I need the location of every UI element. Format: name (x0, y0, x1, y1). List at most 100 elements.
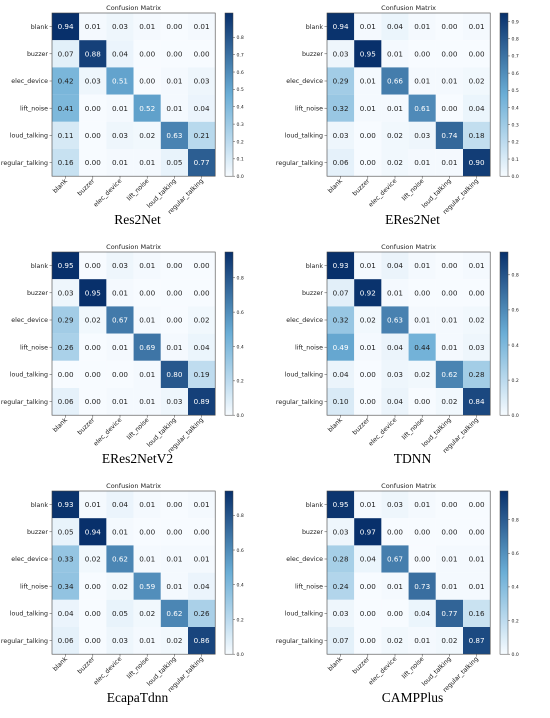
heatmap-cell (381, 121, 409, 149)
heatmap-cell (133, 360, 161, 388)
colorbar-tick-label: 0.6 (237, 548, 244, 554)
cell-value-label: 0.11 (58, 131, 74, 140)
heatmap-cell (133, 252, 161, 280)
cell-value-label: 0.88 (85, 49, 101, 58)
heatmap-cell (188, 94, 216, 122)
cell-value-label: 0.01 (166, 582, 182, 591)
heatmap-cell (106, 13, 134, 41)
cell-value-label: 0.01 (194, 500, 210, 509)
heatmap-cell (79, 491, 107, 519)
cell-value-label: 0.63 (166, 131, 182, 140)
cell-value-label: 0.01 (469, 582, 485, 591)
heatmap-cell (52, 388, 80, 416)
heatmap-cell (408, 306, 436, 334)
confusion-matrix-panel: Confusion Matrix 0.95 0.00 0.03 0.01 0.00 0.00… (0, 239, 275, 478)
cell-value-label: 0.44 (414, 343, 430, 352)
heatmap-cell (133, 545, 161, 573)
heatmap-cell (133, 40, 161, 68)
y-tick-label: regular_talking (276, 160, 323, 167)
cell-value-label: 0.94 (85, 527, 101, 536)
heatmap-cell (408, 360, 436, 388)
y-tick-label: lift_noise (295, 583, 323, 590)
heatmap-cell (463, 545, 491, 573)
cell-value-label: 0.00 (360, 636, 376, 645)
heatmap-cell (408, 252, 436, 280)
cell-value-label: 0.04 (469, 104, 485, 113)
cell-value-label: 0.01 (112, 104, 128, 113)
cell-value-label: 0.00 (85, 343, 101, 352)
cell-value-label: 0.02 (85, 555, 101, 564)
heatmap-cell (435, 572, 463, 600)
cell-value-label: 0.01 (194, 555, 210, 564)
heatmap-cell (160, 627, 188, 655)
cell-value-label: 0.01 (441, 316, 457, 325)
heatmap-cell (463, 333, 491, 361)
heatmap-cell (133, 121, 161, 149)
model-caption: ERes2Net (385, 212, 440, 227)
heatmap-cell (354, 518, 382, 546)
heatmap-cell (381, 545, 409, 573)
colorbar-tick-label: 0.0 (512, 174, 519, 180)
x-tick-label: elec_device (92, 417, 123, 448)
heatmap-cell (52, 94, 80, 122)
colorbar-tick-label: 0.7 (512, 54, 519, 60)
heatmap-svg: Confusion Matrix 0.94 0.01 0.03 0.01 0.00 0.01… (1, 4, 244, 216)
cell-value-label: 0.63 (387, 316, 403, 325)
heatmap-cell (327, 545, 355, 573)
cell-value-label: 0.00 (387, 527, 403, 536)
cell-value-label: 0.00 (194, 49, 210, 58)
heatmap-cell (463, 599, 491, 627)
cell-value-label: 0.00 (469, 500, 485, 509)
colorbar-tick-label: 0.8 (237, 276, 244, 282)
heatmap-cell (381, 627, 409, 655)
cell-value-label: 0.03 (112, 636, 128, 645)
heatmap-cell (327, 121, 355, 149)
heatmap-cell (354, 13, 382, 41)
heatmap-cell (354, 40, 382, 68)
cell-value-label: 0.02 (469, 77, 485, 86)
cell-value-label: 0.03 (112, 261, 128, 270)
heatmap-cell (160, 360, 188, 388)
heatmap-cell (408, 94, 436, 122)
heatmap-cell (408, 518, 436, 546)
cell-value-label: 0.01 (360, 104, 376, 113)
heatmap-cell (327, 67, 355, 95)
cell-value-label: 0.01 (414, 316, 430, 325)
y-tick-label: elec_device (11, 556, 48, 563)
cell-value-label: 0.95 (333, 500, 349, 509)
y-tick-label: regular_talking (1, 160, 48, 167)
heatmap-cell (52, 149, 80, 177)
cell-value-label: 0.00 (166, 261, 182, 270)
cell-value-label: 0.26 (194, 609, 210, 618)
cell-value-label: 0.00 (85, 370, 101, 379)
cell-value-label: 0.93 (333, 261, 349, 270)
heatmap-cell (52, 360, 80, 388)
heatmap-cell (408, 388, 436, 416)
cell-value-label: 0.02 (414, 370, 430, 379)
cell-value-label: 0.01 (441, 343, 457, 352)
heatmap-cell (408, 599, 436, 627)
heatmap-cell (188, 333, 216, 361)
x-tick-label: blank (52, 655, 69, 672)
cell-value-label: 0.04 (194, 104, 210, 113)
model-caption: TDNN (393, 451, 432, 466)
cell-value-label: 0.01 (139, 261, 155, 270)
cell-value-label: 0.03 (333, 131, 349, 140)
heatmap-cell (160, 252, 188, 280)
colorbar (224, 490, 234, 655)
heatmap-cell (52, 518, 80, 546)
cell-value-label: 0.01 (139, 555, 155, 564)
cell-value-label: 0.03 (333, 609, 349, 618)
heatmap-cell (327, 572, 355, 600)
model-caption: CAMPPlus (381, 690, 444, 705)
cell-value-label: 0.00 (441, 527, 457, 536)
heatmap-cell (160, 518, 188, 546)
heatmap-cell (354, 149, 382, 177)
heatmap-svg: Confusion Matrix 0.94 0.01 0.04 0.01 0.00 0.01… (276, 4, 519, 216)
cell-value-label: 0.04 (414, 609, 430, 618)
y-tick-label: lift_noise (20, 105, 48, 112)
y-tick-label: elec_device (11, 78, 48, 85)
colorbar-tick-label: 0.1 (237, 157, 244, 163)
cell-value-label: 0.00 (194, 261, 210, 270)
cell-value-label: 0.00 (166, 500, 182, 509)
